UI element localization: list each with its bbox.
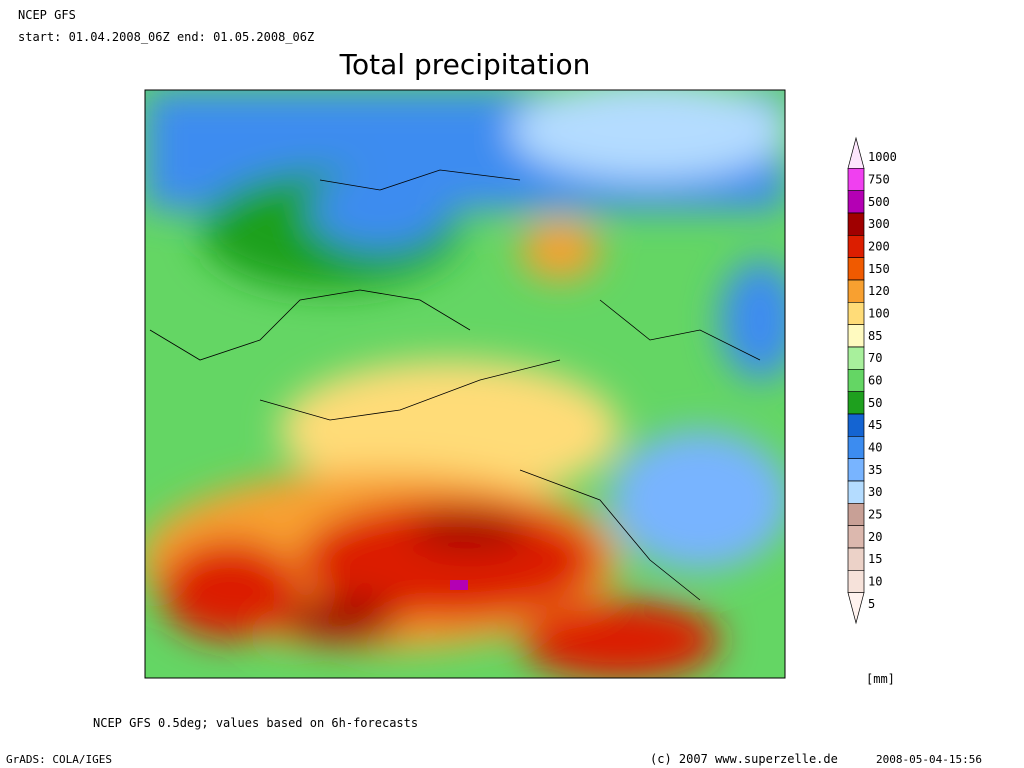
legend-swatch bbox=[847, 279, 865, 303]
legend-swatch bbox=[847, 391, 865, 415]
color-legend: 1000 750 500 300 200 150 120 100 85 70 60 50 45 40 35 3… bbox=[847, 136, 897, 625]
legend-label: 200 bbox=[868, 240, 890, 254]
legend-swatch bbox=[847, 502, 865, 527]
legend-swatch bbox=[847, 212, 865, 236]
legend-label: 10 bbox=[868, 575, 882, 589]
period-label: start: 01.04.2008_06Z end: 01.05.2008_06… bbox=[18, 30, 314, 44]
legend-swatch bbox=[847, 301, 865, 326]
software-credit: GrADS: COLA/IGES bbox=[6, 753, 112, 766]
timestamp: 2008-05-04-15:56 bbox=[876, 753, 982, 766]
legend-label: 60 bbox=[868, 374, 882, 388]
legend-label: 750 bbox=[868, 173, 890, 187]
legend-label: 150 bbox=[868, 262, 890, 276]
legend-label: 35 bbox=[868, 463, 882, 477]
legend-swatch bbox=[847, 190, 865, 214]
legend-swatch bbox=[847, 136, 865, 169]
legend-swatch bbox=[847, 234, 865, 259]
legend-label: 500 bbox=[868, 195, 890, 209]
legend-swatch bbox=[847, 435, 865, 460]
legend-swatch bbox=[847, 368, 865, 393]
legend-label: 50 bbox=[868, 396, 882, 410]
map-title: Total precipitation bbox=[339, 48, 591, 81]
precipitation-field bbox=[145, 90, 785, 678]
legend-label: 300 bbox=[868, 217, 890, 231]
legend-swatch bbox=[847, 525, 865, 549]
legend-swatch bbox=[847, 480, 865, 504]
legend-swatch bbox=[847, 592, 865, 625]
legend-label: 120 bbox=[868, 284, 890, 298]
legend-swatch bbox=[847, 346, 865, 370]
legend-label: 15 bbox=[868, 552, 882, 566]
legend-label: 45 bbox=[868, 418, 882, 432]
legend-swatch bbox=[847, 167, 865, 192]
legend-unit: [mm] bbox=[866, 672, 895, 686]
legend-label: 1000 bbox=[868, 150, 897, 164]
legend-label: 70 bbox=[868, 351, 882, 365]
model-label: NCEP GFS bbox=[18, 8, 76, 22]
legend-swatch bbox=[847, 413, 865, 437]
legend-label: 100 bbox=[868, 307, 890, 321]
legend-label: 20 bbox=[868, 530, 882, 544]
legend-swatch bbox=[847, 569, 865, 594]
legend-swatch bbox=[847, 257, 865, 281]
map-frame bbox=[144, 89, 786, 679]
legend-swatch bbox=[847, 324, 865, 348]
legend-label: 5 bbox=[868, 597, 875, 611]
legend-label: 85 bbox=[868, 329, 882, 343]
footer-note: NCEP GFS 0.5deg; values based on 6h-fore… bbox=[93, 716, 418, 730]
legend-label: 40 bbox=[868, 441, 882, 455]
legend-label: 30 bbox=[868, 485, 882, 499]
legend-swatch bbox=[847, 547, 865, 571]
copyright: (c) 2007 www.superzelle.de bbox=[650, 752, 838, 766]
legend-label: 25 bbox=[868, 508, 882, 522]
legend-swatch bbox=[847, 458, 865, 482]
